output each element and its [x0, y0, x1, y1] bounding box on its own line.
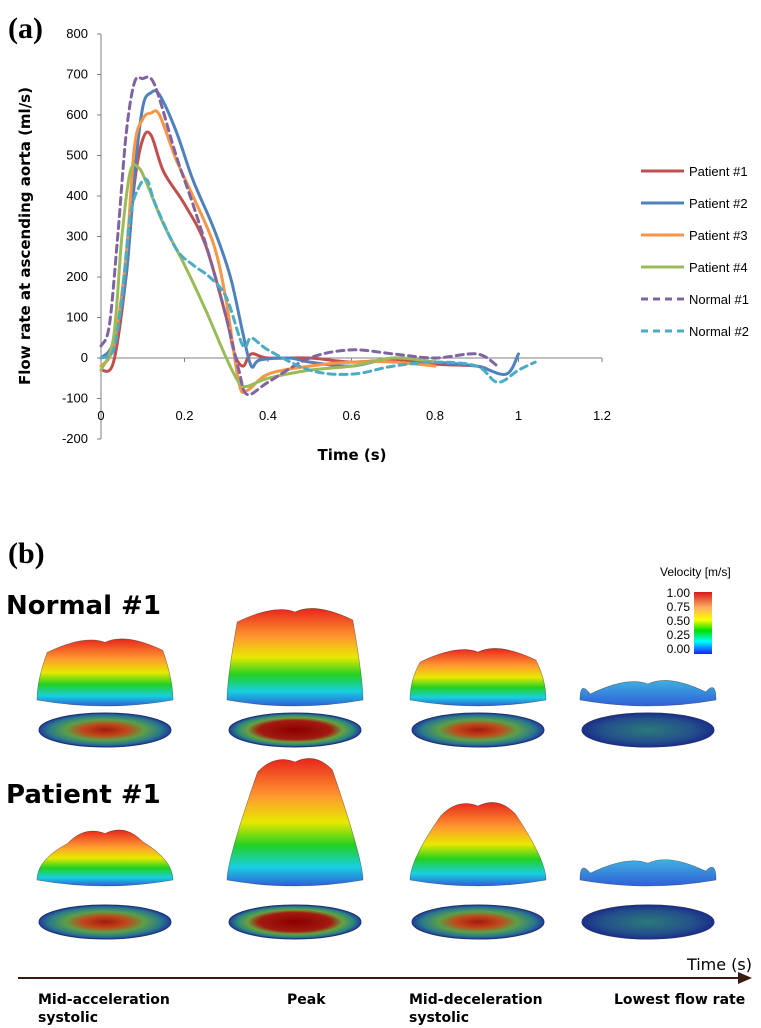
velocity-surface	[409, 802, 547, 887]
colorbar-tick: 1.00	[667, 586, 691, 600]
series-line-0	[99, 130, 491, 373]
cross-section-disc	[581, 904, 715, 940]
series-line-2	[99, 109, 437, 394]
cross-section-disc	[411, 904, 545, 940]
velocity-surface	[36, 829, 174, 887]
x-tick-label: 1.2	[593, 408, 611, 423]
flow-rate-line-chart: 800 700 600 500 400 300 200 100 0 -100 -200 0 0.2 0.4…	[16, 26, 611, 464]
series-line-4	[99, 75, 500, 397]
chart-legend: Patient #1 Patient #2 Patient #3 Patient #4…	[641, 164, 749, 339]
phase-label-mid-deceleration: Mid-deceleration systolic	[409, 992, 543, 1026]
velocity-surface	[226, 758, 364, 887]
legend-entry-label: Normal #1	[689, 292, 749, 307]
x-tick-label: 0	[97, 408, 104, 423]
phase-label-peak: Peak	[287, 992, 326, 1008]
colorbar-tick: 0.75	[667, 600, 691, 614]
y-tick-label: 600	[66, 107, 88, 122]
phase-labels: Mid-acceleration systolic Peak Mid-decele…	[38, 992, 745, 1026]
colorbar-tick: 0.25	[667, 628, 691, 642]
panel-a-label: (a)	[8, 12, 43, 45]
y-tick-label: -200	[62, 431, 88, 446]
panel-b-label: (b)	[8, 537, 45, 570]
row-title-patient: Patient #1	[6, 780, 161, 810]
x-tick-label: 0.2	[175, 408, 193, 423]
velocity-profile	[226, 608, 364, 748]
velocity-surface-grid	[36, 608, 717, 940]
series-line-3	[99, 163, 437, 389]
velocity-profile	[409, 648, 547, 748]
row-title-normal: Normal #1	[6, 591, 161, 621]
y-tick-label: 300	[66, 229, 88, 244]
velocity-surface	[579, 859, 717, 887]
phase-label-mid-acceleration: Mid-acceleration systolic	[38, 992, 170, 1026]
series-line-5	[99, 177, 537, 384]
x-tick-label: 0.4	[259, 408, 277, 423]
velocity-surface	[409, 648, 547, 707]
y-axis-title: Flow rate at ascending aorta (ml/s)	[16, 87, 34, 385]
colorbar-tick: 0.00	[667, 642, 691, 656]
x-tick-label: 0.8	[426, 408, 444, 423]
time-arrow-label: Time (s)	[686, 955, 752, 974]
colorbar-gradient	[694, 592, 712, 654]
y-tick-label: 700	[66, 67, 88, 82]
cross-section-disc	[228, 904, 362, 940]
series-line-1	[99, 89, 520, 376]
velocity-profile	[579, 859, 717, 940]
cross-section-disc	[38, 904, 172, 940]
x-tick-label: 0.6	[342, 408, 360, 423]
legend-entry-label: Patient #2	[689, 196, 748, 211]
velocity-profile	[36, 638, 174, 748]
y-tick-label: 0	[81, 350, 88, 365]
velocity-surface	[36, 638, 174, 707]
cross-section-disc	[411, 712, 545, 748]
time-arrow	[18, 972, 752, 984]
colorbar-tick: 0.50	[667, 614, 691, 628]
colorbar-title: Velocity [m/s]	[660, 565, 731, 579]
velocity-profile	[226, 758, 364, 940]
y-tick-label: -100	[62, 391, 88, 406]
velocity-profile	[36, 829, 174, 940]
phase-label-lowest: Lowest flow rate	[614, 992, 745, 1008]
cross-section-disc	[228, 712, 362, 748]
legend-entry-label: Normal #2	[689, 324, 749, 339]
legend-entry-label: Patient #3	[689, 228, 748, 243]
legend-entry-label: Patient #4	[689, 260, 748, 275]
velocity-profile	[579, 680, 717, 748]
y-tick-label: 800	[66, 26, 88, 41]
velocity-profile	[409, 802, 547, 940]
velocity-surface	[226, 608, 364, 707]
velocity-surface	[579, 680, 717, 707]
cross-section-disc	[581, 712, 715, 748]
y-tick-label: 500	[66, 148, 88, 163]
x-tick-label: 1	[515, 408, 522, 423]
y-tick-label: 200	[66, 269, 88, 284]
y-tick-label: 100	[66, 310, 88, 325]
x-axis-title: Time (s)	[317, 446, 386, 464]
y-tick-label: 400	[66, 188, 88, 203]
legend-entry-label: Patient #1	[689, 164, 748, 179]
velocity-colorbar: Velocity [m/s] 1.00 0.75 0.50 0.25 0.00	[660, 565, 731, 656]
cross-section-disc	[38, 712, 172, 748]
